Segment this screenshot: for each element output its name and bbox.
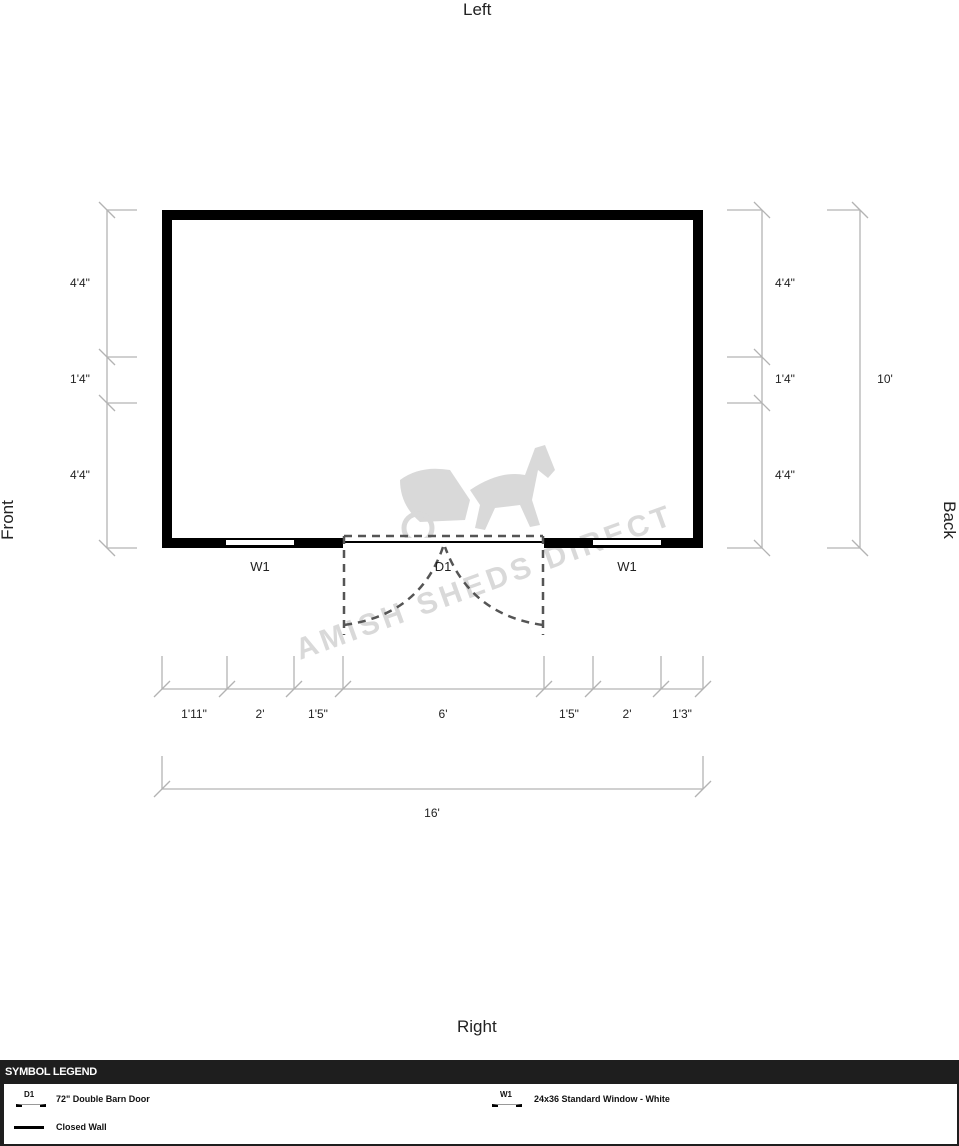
door-symbol-icon [16, 1104, 46, 1107]
dimension-tick [851, 539, 869, 557]
dimension-lines [98, 201, 869, 798]
dimension-tick [652, 680, 670, 698]
back-dim-1: 4'4" [775, 276, 795, 290]
depth-total: 10' [877, 372, 893, 386]
right-dim-4: 6' [439, 707, 448, 721]
right-dim-5: 1'5" [559, 707, 579, 721]
front-dim-2: 1'4" [70, 372, 90, 386]
dimension-tick [98, 394, 116, 412]
door-threshold [343, 541, 544, 543]
front-dim-1: 4'4" [70, 276, 90, 290]
dimension-tick [153, 780, 171, 798]
right-dim-2: 2' [256, 707, 265, 721]
dimension-tick [535, 680, 553, 698]
right-dim-3: 1'5" [308, 707, 328, 721]
dimension-tick [98, 348, 116, 366]
right-dim-6: 2' [623, 707, 632, 721]
window-left-label: W1 [250, 559, 270, 574]
dimension-tick [753, 201, 771, 219]
side-label-left: Left [463, 0, 492, 19]
dimension-tick [334, 680, 352, 698]
legend-door-label: 72" Double Barn Door [56, 1094, 150, 1104]
closed-wall-symbol-icon [14, 1126, 44, 1129]
back-dim-3: 4'4" [775, 468, 795, 482]
right-dim-7: 1'3" [672, 707, 692, 721]
dimension-tick [753, 394, 771, 412]
window-left [226, 540, 294, 545]
width-total: 16' [424, 806, 440, 820]
legend-title: SYMBOL LEGEND [5, 1066, 97, 1078]
dimension-tick [218, 680, 236, 698]
dimension-tick [694, 680, 712, 698]
window-right [593, 540, 661, 545]
watermark-logo: AMISH SHEDS DIRECT [291, 445, 679, 667]
right-dim-1: 1'11" [181, 707, 207, 721]
door-label: D1 [435, 559, 452, 574]
window-symbol-icon [492, 1104, 522, 1107]
dimension-tick [584, 680, 602, 698]
dimension-tick [98, 539, 116, 557]
legend-door-code: D1 [24, 1090, 35, 1099]
dimension-tick [285, 680, 303, 698]
window-right-label: W1 [617, 559, 637, 574]
dimension-tick [851, 201, 869, 219]
legend-window-label: 24x36 Standard Window - White [534, 1094, 670, 1104]
legend-wall-label: Closed Wall [56, 1122, 107, 1132]
floor-plan: AMISH SHEDS DIRECT W1 D1 W1 4'4" 1'4" 4'… [70, 201, 893, 820]
dimension-tick [694, 780, 712, 798]
back-dim-2: 1'4" [775, 372, 795, 386]
door-swing [342, 534, 545, 635]
symbol-legend: SYMBOL LEGEND D1 72" Double Barn Door W1… [0, 1060, 959, 1146]
front-dim-3: 4'4" [70, 468, 90, 482]
dimension-tick [753, 539, 771, 557]
dimension-tick [98, 201, 116, 219]
dimension-tick [153, 680, 171, 698]
legend-window-code: W1 [500, 1090, 512, 1099]
dimension-tick [753, 348, 771, 366]
side-label-right: Right [457, 1017, 497, 1036]
